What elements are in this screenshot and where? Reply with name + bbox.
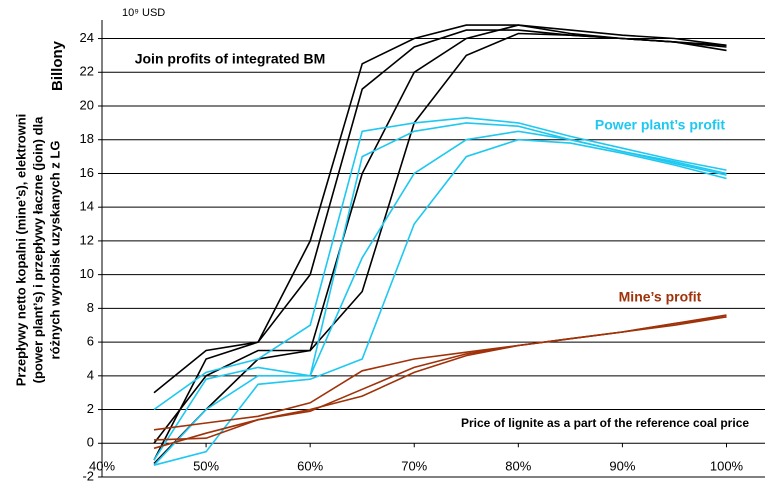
- x-tick-label: 60%: [297, 459, 323, 474]
- x-tick-label: 70%: [401, 459, 427, 474]
- x-tick-label: 50%: [193, 459, 219, 474]
- y-tick-label: 0: [87, 435, 94, 450]
- series-label: Power plant’s profit: [595, 117, 725, 133]
- y-tick-label: 4: [87, 367, 94, 382]
- series-line: [153, 116, 727, 411]
- series-label: Mine’s profit: [619, 289, 702, 305]
- series-line: [153, 24, 727, 394]
- series-line: [153, 130, 727, 466]
- x-tick-label: 90%: [609, 459, 635, 474]
- series-line: [153, 314, 727, 431]
- axis-label-secondary: Billony: [49, 40, 66, 91]
- unit-label: 10⁹ USD: [122, 7, 165, 19]
- y-tick-label: 18: [80, 131, 94, 146]
- y-tick-label: 14: [80, 199, 94, 214]
- y-axis-label-line: (power plant’s) i przepływy łaczne (join…: [30, 116, 45, 384]
- x-tick-label: 80%: [505, 459, 531, 474]
- series-line: [153, 316, 727, 441]
- y-axis-label-line: Przepływy netto kopalni (mine’s), elektr…: [13, 114, 28, 387]
- series-line: [153, 24, 727, 444]
- x-tick-label: 40%: [89, 459, 115, 474]
- y-axis-label-line: różnych wyrobisk uzyskanych z LG: [47, 141, 62, 360]
- y-tick-label: 24: [80, 30, 94, 45]
- y-axis-label: Przepływy netto kopalni (mine’s), elektr…: [13, 114, 62, 387]
- y-tick-label: 22: [80, 64, 94, 79]
- y-tick-label: 20: [80, 97, 94, 112]
- series-line: [153, 138, 727, 466]
- y-tick-label: 16: [80, 165, 94, 180]
- x-tick-label: 100%: [710, 459, 744, 474]
- y-tick-label: 12: [80, 232, 94, 247]
- y-tick-label: 6: [87, 334, 94, 349]
- x-axis-label: Price of lignite as a part of the refere…: [461, 416, 749, 430]
- series-label: Join profits of integrated BM: [135, 51, 326, 67]
- series-line: [153, 29, 727, 461]
- y-tick-label: 10: [80, 266, 94, 281]
- series-line: [153, 32, 727, 465]
- y-tick-label: -2: [82, 468, 94, 482]
- y-tick-label: 2: [87, 401, 94, 416]
- y-tick-label: 8: [87, 300, 94, 315]
